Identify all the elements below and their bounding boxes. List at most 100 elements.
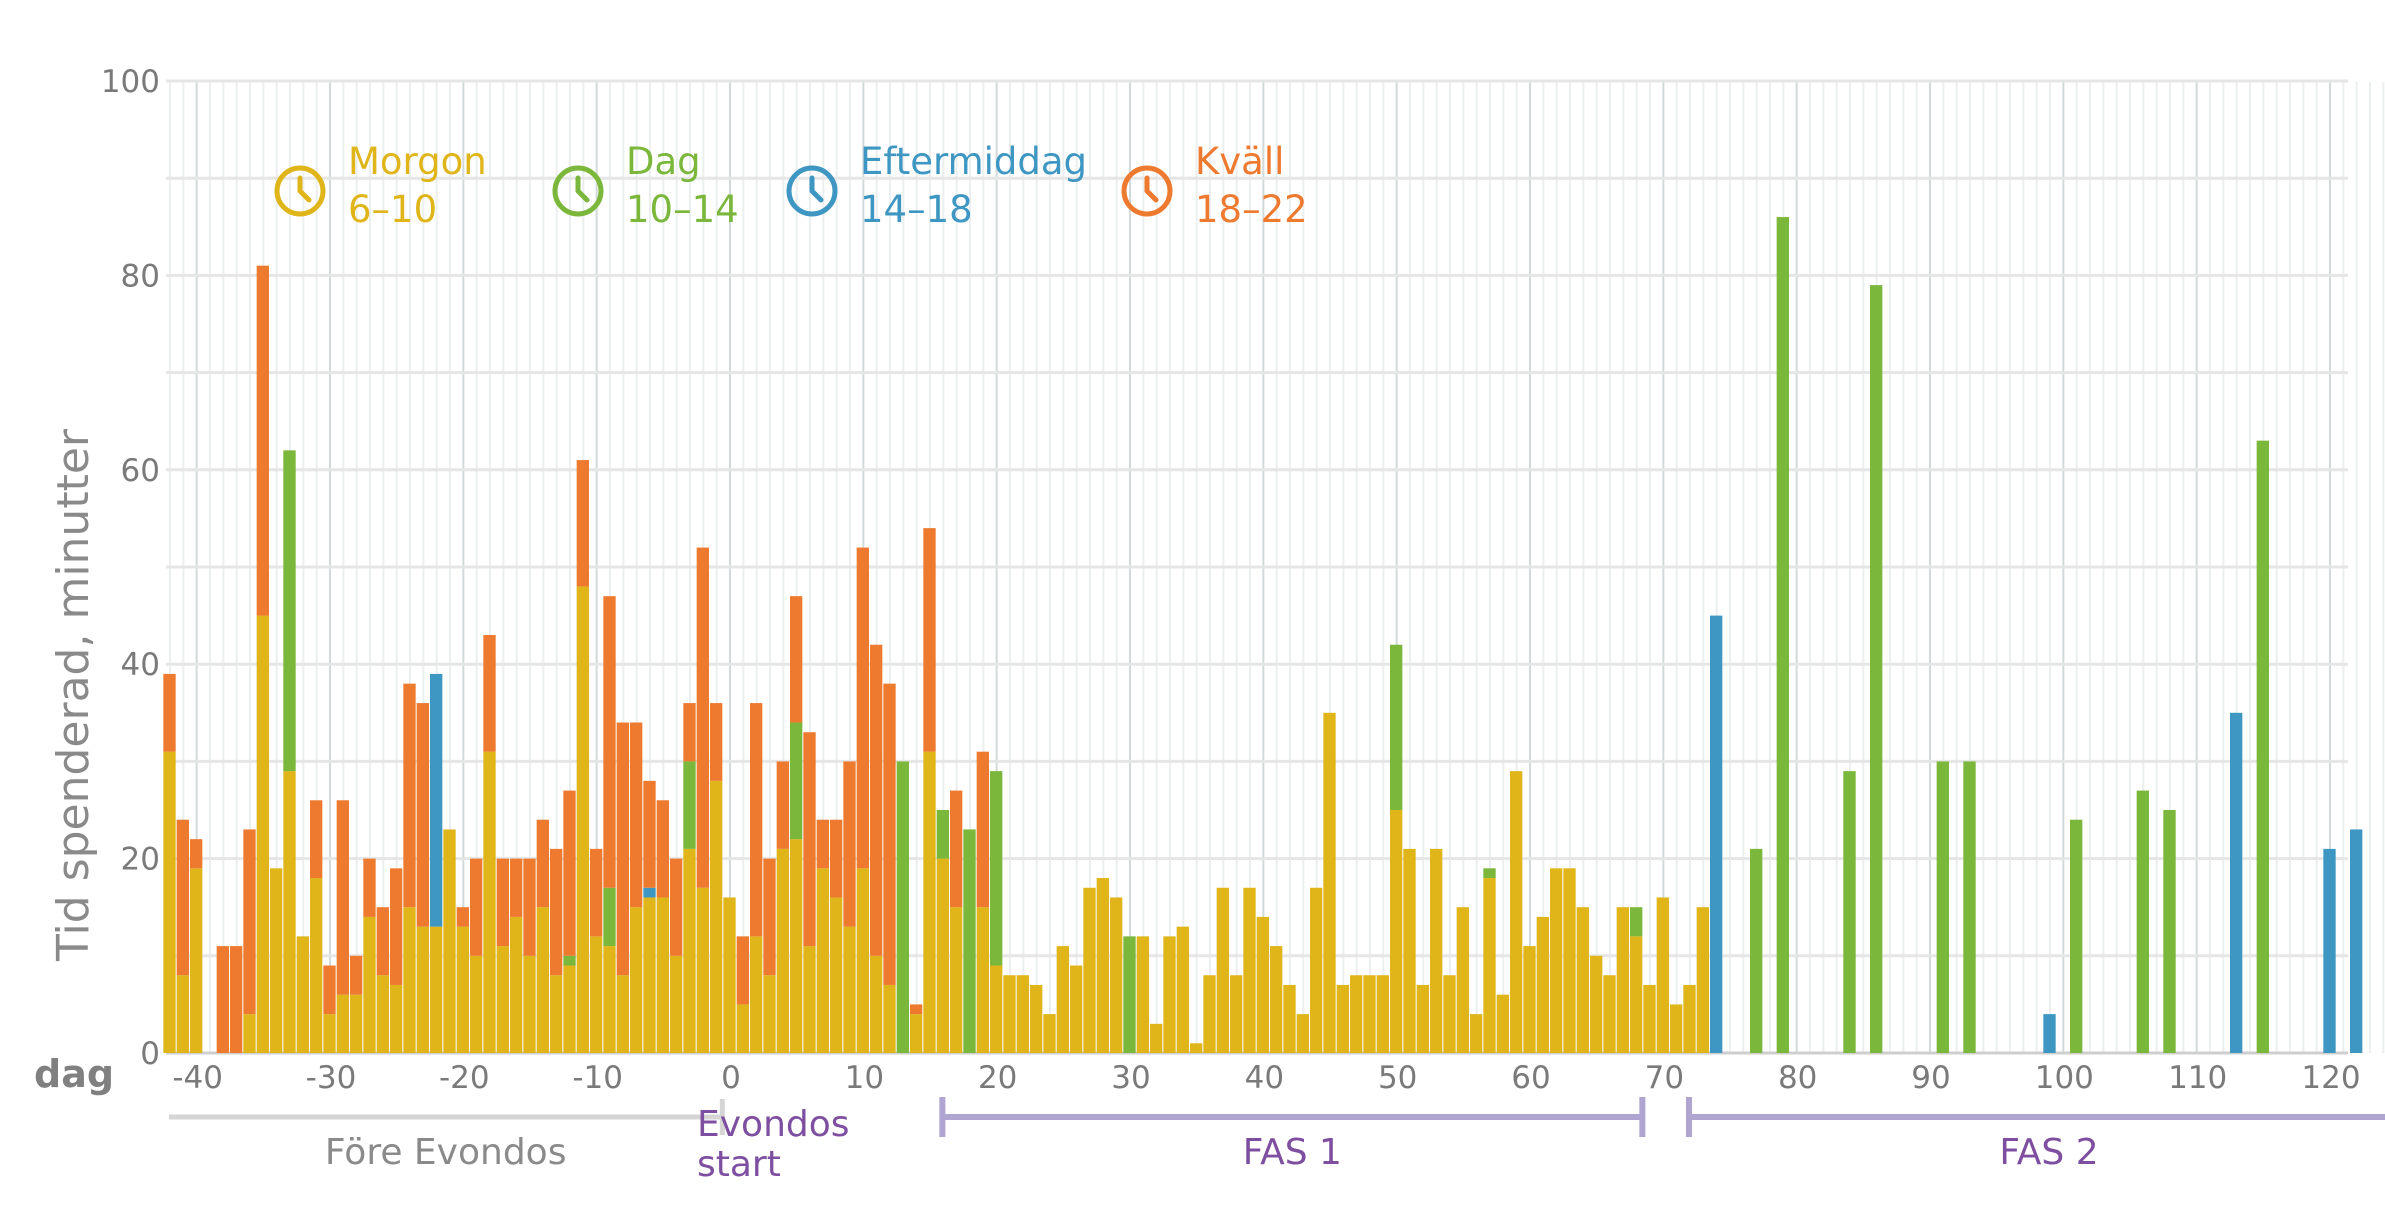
phase-bracket: Före Evondos	[169, 1099, 725, 1173]
bar-kvall	[843, 761, 856, 927]
bar-morgon	[790, 839, 803, 1053]
bar-morgon	[1016, 975, 1029, 1053]
bar-morgon	[1656, 897, 1669, 1053]
bar-morgon	[296, 936, 309, 1053]
bar-dag	[1390, 644, 1403, 810]
bar-dag	[936, 810, 949, 859]
bar-morgon	[1336, 984, 1349, 1053]
bar-dag	[896, 761, 909, 1053]
legend-name: Morgon	[348, 140, 487, 183]
bar-morgon	[416, 926, 429, 1053]
y-tick-label: 40	[121, 647, 160, 683]
bar-dag	[1936, 761, 1949, 1053]
x-tick-label: 20	[978, 1060, 1017, 1096]
bar-morgon	[1590, 955, 1603, 1053]
bar-eftermiddag	[430, 673, 443, 927]
bar-morgon	[776, 848, 789, 1053]
bar-morgon	[616, 975, 629, 1053]
phase-label: FAS 1	[1243, 1132, 1342, 1173]
bar-morgon	[1296, 1014, 1309, 1053]
bar-morgon	[870, 955, 883, 1053]
bar-dag	[790, 722, 803, 840]
bar-dag	[1630, 907, 1643, 937]
bar-morgon	[336, 994, 349, 1053]
x-tick-label: 100	[2035, 1060, 2094, 1096]
bars	[163, 217, 2363, 1053]
bar-morgon	[1510, 771, 1523, 1053]
bar-kvall	[670, 858, 683, 956]
bar-morgon	[1603, 975, 1616, 1053]
bar-eftermiddag	[643, 887, 656, 898]
bar-kvall	[710, 703, 723, 781]
y-tick-label: 100	[101, 64, 160, 100]
bar-kvall	[776, 761, 789, 849]
bar-morgon	[1216, 887, 1229, 1053]
y-tick-label: 60	[121, 453, 160, 489]
bar-morgon	[816, 868, 829, 1053]
legend-item-dag: Dag 10–14	[552, 140, 739, 231]
bar-dag	[1870, 285, 1883, 1053]
phase-bracket: FAS 1	[939, 1097, 1646, 1173]
bar-morgon	[1136, 936, 1149, 1053]
bar-morgon	[950, 907, 963, 1053]
legend-hours: 14–18	[860, 188, 973, 231]
x-tick-label: 50	[1378, 1060, 1417, 1096]
bar-kvall	[243, 829, 256, 1015]
bar-kvall	[763, 858, 776, 976]
bar-morgon	[670, 955, 683, 1053]
bar-morgon	[563, 965, 576, 1053]
bar-morgon	[390, 984, 403, 1053]
bar-morgon	[470, 955, 483, 1053]
bar-kvall	[643, 780, 656, 888]
x-tick-label: 60	[1511, 1060, 1550, 1096]
legend-item-eftermiddag: Eftermiddag 14–18	[786, 140, 1087, 231]
bar-kvall	[256, 265, 269, 616]
bar-morgon	[1150, 1023, 1163, 1053]
bar-kvall	[416, 703, 429, 927]
clock-hands	[1144, 175, 1159, 203]
bar-eftermiddag	[2043, 1014, 2056, 1053]
legend-name: Kväll	[1195, 140, 1284, 183]
bar-morgon	[310, 878, 323, 1053]
phase-label: FAS 2	[1999, 1132, 2098, 1173]
bar-morgon	[1470, 1014, 1483, 1053]
x-tick-label: -20	[439, 1060, 490, 1096]
bar-morgon	[283, 771, 296, 1053]
bar-eftermiddag	[2230, 712, 2243, 1053]
bar-morgon	[1030, 984, 1043, 1053]
bar-kvall	[403, 683, 416, 908]
bar-morgon	[1323, 712, 1336, 1053]
bar-eftermiddag	[1710, 615, 1723, 1053]
bar-morgon	[1363, 975, 1376, 1053]
clock-icon	[1121, 165, 1173, 217]
clock-hands	[575, 175, 590, 203]
x-tick-label: 110	[2168, 1060, 2227, 1096]
bar-morgon	[1003, 975, 1016, 1053]
bar-morgon	[510, 916, 523, 1053]
bar-dag	[683, 761, 696, 849]
bar-eftermiddag	[2350, 829, 2363, 1053]
bar-kvall	[576, 460, 589, 587]
bar-morgon	[1416, 984, 1429, 1053]
bar-dag	[1843, 771, 1856, 1053]
bar-morgon	[523, 955, 536, 1053]
bar-kvall	[816, 819, 829, 869]
bar-morgon	[1083, 887, 1096, 1053]
bar-morgon	[643, 897, 656, 1053]
bar-morgon	[163, 751, 176, 1053]
x-tick-label: 40	[1245, 1060, 1284, 1096]
bar-morgon	[1376, 975, 1389, 1053]
bar-morgon	[536, 907, 549, 1053]
bar-morgon	[590, 936, 603, 1053]
bar-morgon	[270, 868, 283, 1053]
bar-kvall	[590, 848, 603, 937]
bar-dag	[2070, 819, 2083, 1053]
legend-hours: 6–10	[348, 188, 437, 231]
legend-item-morgon: Morgon 6–10	[274, 140, 487, 231]
bar-morgon	[243, 1014, 256, 1053]
clock-hands	[297, 175, 312, 203]
bar-morgon	[576, 586, 589, 1053]
x-axis-title: dag	[34, 1052, 114, 1096]
legend: Morgon 6–10 Dag 10–14 Eftermiddag 14–18 Kväll 1…	[274, 140, 1308, 231]
